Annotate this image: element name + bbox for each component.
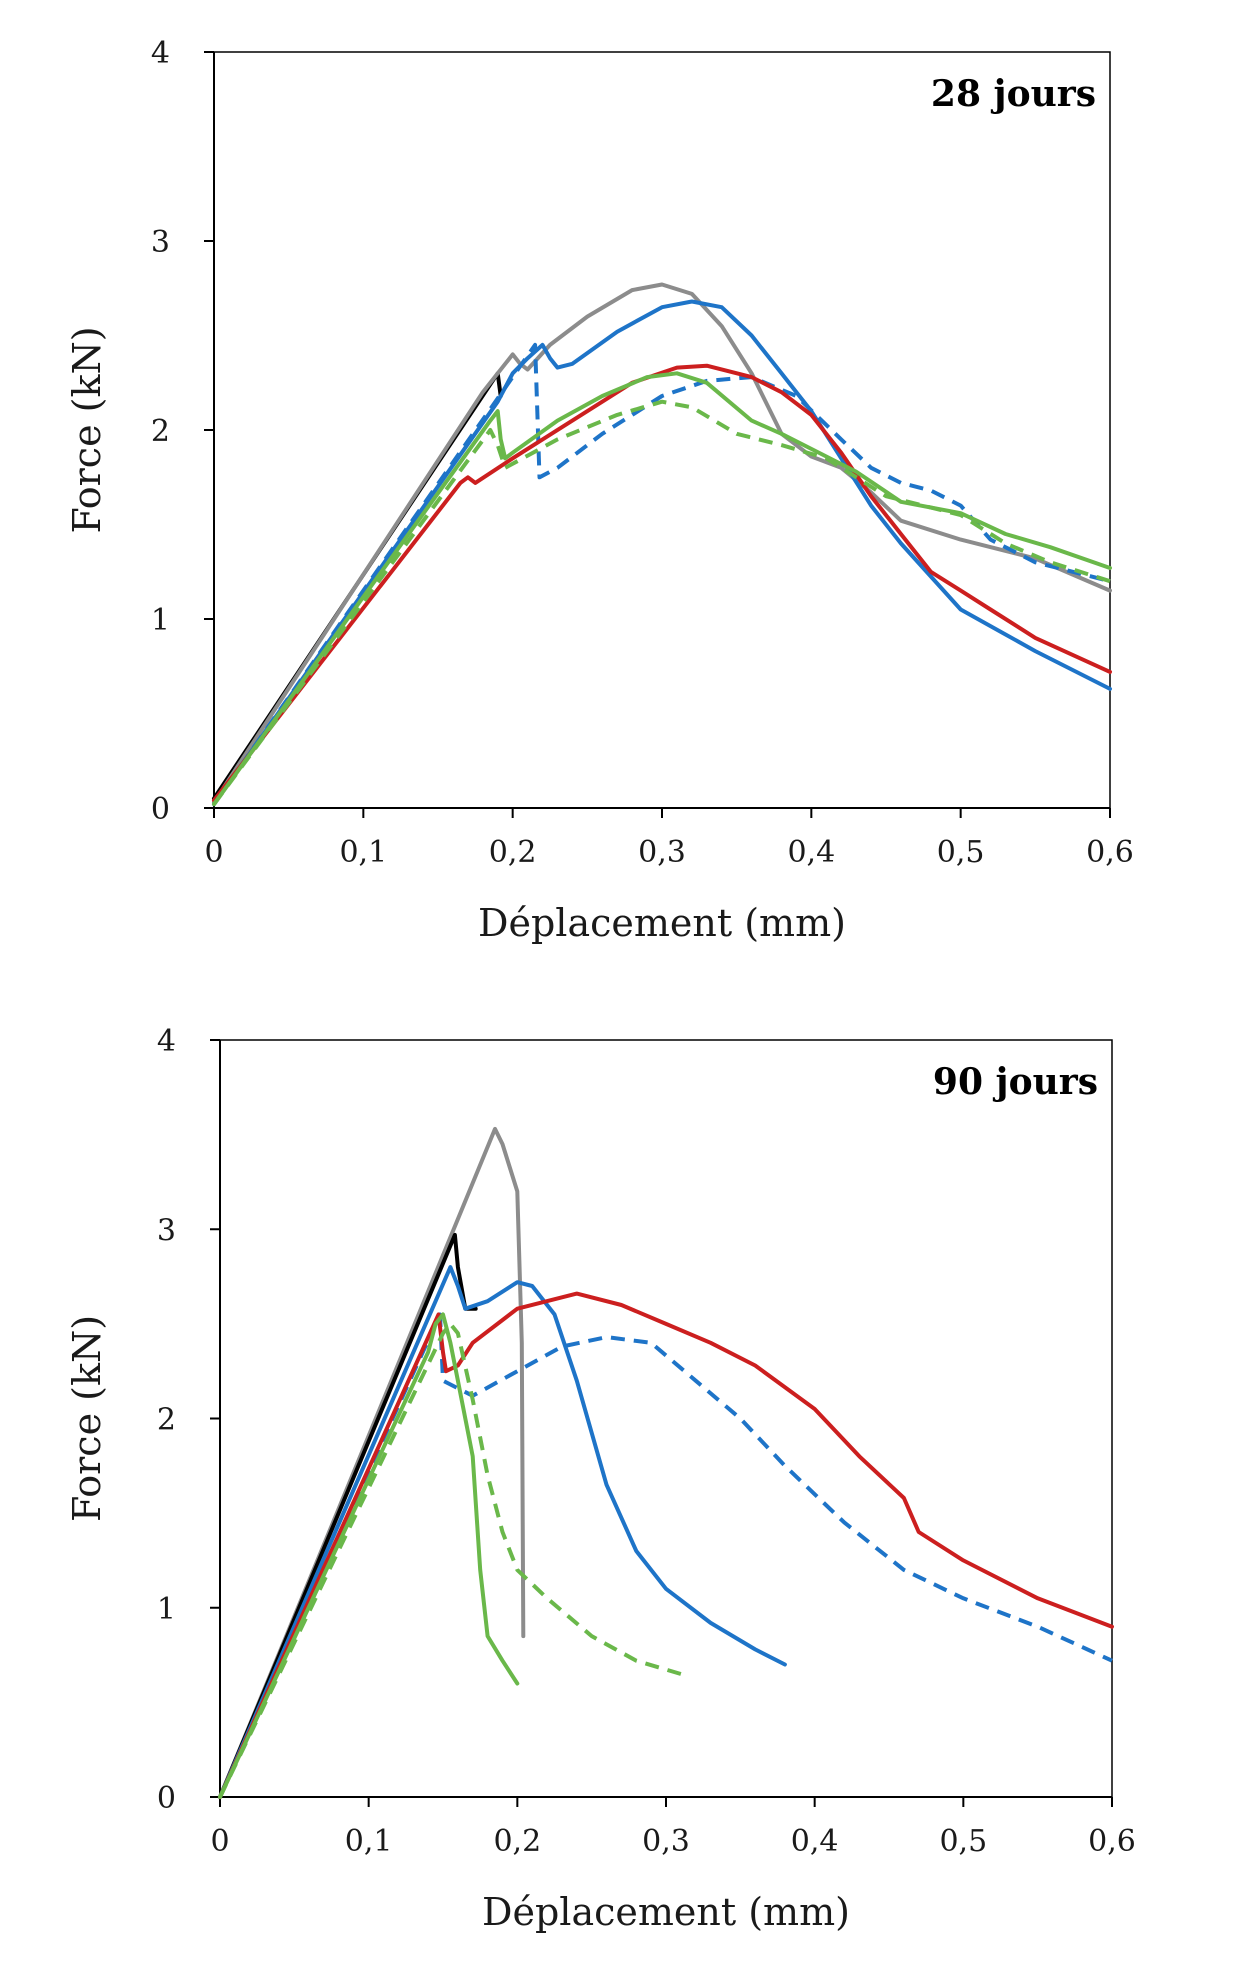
y-tick-label: 1: [157, 1592, 176, 1627]
x-tick-label: 0,1: [339, 835, 387, 870]
y-tick-label: 0: [157, 1781, 176, 1816]
series-line-6: [218, 1312, 520, 1799]
x-axis-title: Déplacement (mm): [482, 1890, 850, 1934]
panel-title: 90 jours: [933, 1061, 1098, 1103]
x-axis-title: Déplacement (mm): [478, 901, 846, 945]
x-tick-label: 0,2: [489, 835, 537, 870]
x-tick-label: 0,3: [638, 835, 686, 870]
y-tick-label: 3: [157, 1213, 176, 1248]
x-tick-label: 0,6: [1086, 835, 1134, 870]
series-line-7: [218, 1321, 682, 1798]
series-line-7: [212, 399, 1111, 806]
y-tick-label: 3: [151, 225, 170, 260]
x-tick-label: 0,5: [937, 835, 985, 870]
y-tick-label: 0: [151, 792, 170, 827]
series-line-3: [212, 299, 1112, 807]
x-tick-label: 0: [204, 835, 223, 870]
x-tick-label: 0,4: [787, 835, 835, 870]
y-tick-label: 2: [157, 1403, 176, 1438]
x-tick-label: 0,4: [791, 1824, 839, 1859]
x-tick-label: 0,3: [642, 1824, 690, 1859]
plot-frame: [219, 1039, 1113, 1798]
series-line-4: [218, 1312, 1113, 1798]
y-tick-label: 4: [151, 36, 170, 71]
chart-panel-28-jours: 0 0,1 0,2 0,3 0,4 0,5 0,6 0 1 2 3 4 Déplacement (mm)…: [65, 36, 1134, 945]
y-axis-title: Force (kN): [65, 326, 109, 533]
x-tick-label: 0,1: [345, 1824, 393, 1859]
series-line-1: [218, 1126, 526, 1799]
y-axis-title: Force (kN): [65, 1315, 109, 1522]
series-line-2: [212, 282, 1112, 805]
series-line-4: [212, 342, 1111, 806]
series-line-5: [218, 1291, 1114, 1799]
x-tick-label: 0,5: [939, 1824, 987, 1859]
x-tick-label: 0: [210, 1824, 229, 1859]
y-tick-label: 1: [151, 603, 170, 638]
chart-panel-90-jours: 0 0,1 0,2 0,3 0,4 0,5 0,6 0 1 2 3 4 Déplacement (mm)…: [65, 1024, 1136, 1934]
series-line-6: [212, 371, 1112, 807]
series-line-3: [218, 1265, 787, 1799]
y-tick-label: 4: [157, 1024, 176, 1059]
x-tick-label: 0,6: [1088, 1824, 1136, 1859]
series-line-5: [212, 363, 1112, 803]
panel-title: 28 jours: [931, 73, 1096, 115]
x-tick-label: 0,2: [493, 1824, 541, 1859]
plot-frame: [213, 51, 1111, 809]
y-tick-label: 2: [151, 414, 170, 449]
